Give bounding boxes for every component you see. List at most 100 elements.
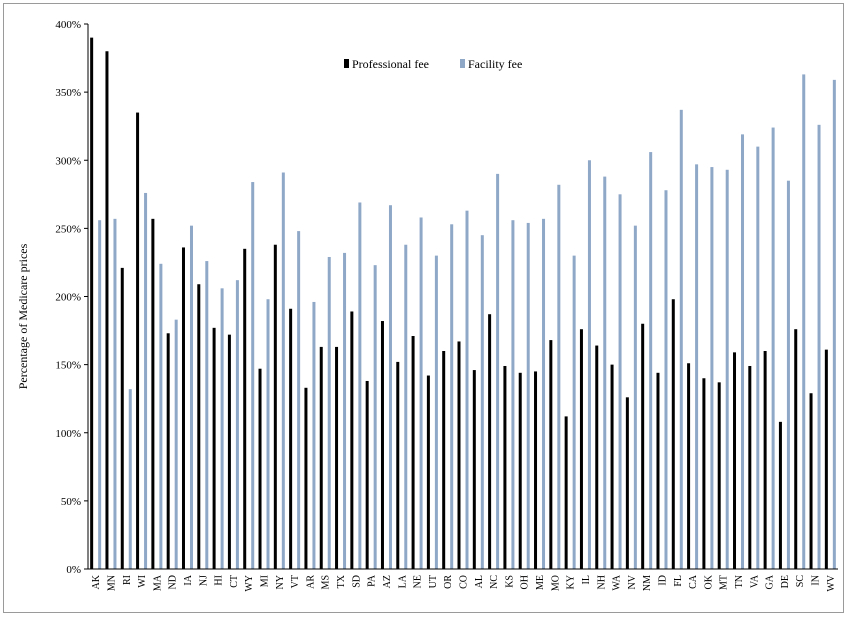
x-tick-label-nh: NH: [596, 575, 607, 589]
bar-professional-fee-nd: [166, 333, 170, 569]
bar-professional-fee-nj: [197, 284, 201, 569]
bar-facility-fee-mi: [266, 299, 270, 569]
x-tick-label-az: AZ: [382, 575, 393, 588]
y-tick-label: 400%: [55, 19, 81, 31]
bar-professional-fee-mo: [549, 340, 553, 569]
bar-professional-fee-ak: [90, 37, 94, 569]
bar-facility-fee-ia: [189, 225, 193, 569]
x-tick-label-me: ME: [535, 575, 546, 590]
bar-facility-fee-ca: [695, 164, 699, 569]
bar-facility-fee-oh: [526, 222, 530, 570]
x-tick-label-co: CO: [459, 575, 470, 589]
x-tick-label-ga: GA: [765, 574, 776, 589]
x-tick-label-ar: AR: [305, 575, 316, 589]
bar-facility-fee-ks: [511, 220, 515, 569]
bar-facility-fee-or: [450, 224, 454, 569]
bars: [90, 37, 836, 570]
bar-professional-fee-ut: [426, 375, 430, 569]
bar-facility-fee-vt: [297, 231, 301, 569]
bar-professional-fee-az: [380, 321, 384, 569]
y-tick-label: 100%: [55, 428, 81, 440]
bar-professional-fee-mn: [105, 51, 109, 569]
bar-facility-fee-nm: [649, 152, 653, 569]
bar-professional-fee-mt: [717, 382, 721, 569]
x-tick-label-nm: NM: [642, 575, 653, 591]
x-tick-label-oh: OH: [520, 575, 531, 589]
x-tick-label-ne: NE: [413, 575, 424, 588]
bar-professional-fee-tn: [733, 352, 737, 569]
x-tick-label-mo: MO: [550, 575, 561, 591]
bar-facility-fee-nh: [603, 176, 607, 569]
bar-facility-fee-wa: [618, 194, 622, 569]
bar-professional-fee-ca: [687, 363, 691, 569]
y-tick-label: 50%: [61, 496, 81, 508]
bar-facility-fee-sd: [358, 202, 362, 570]
bar-professional-fee-ar: [304, 387, 308, 569]
bar-facility-fee-fl: [679, 109, 683, 570]
bar-facility-fee-il: [587, 160, 591, 569]
bar-professional-fee-nv: [625, 397, 629, 569]
bar-facility-fee-ky: [572, 255, 576, 569]
y-tick-label: 300%: [55, 155, 81, 167]
legend-swatch: [344, 59, 349, 68]
x-axis-labels: AK MN RI WI MA ND IA NJ HI CT WY MI NY VT AR MS TX SD PA AZ…: [91, 574, 837, 591]
bar-professional-fee-tx: [335, 346, 339, 569]
bar-facility-fee-mt: [725, 169, 729, 569]
bar-facility-fee-id: [664, 190, 668, 569]
bar-professional-fee-ky: [564, 416, 568, 569]
bar-facility-fee-pa: [373, 265, 377, 569]
bar-professional-fee-wy: [243, 248, 247, 569]
bar-facility-fee-ga: [771, 127, 775, 570]
bar-facility-fee-ut: [434, 255, 438, 569]
y-axis-title: Percentage of Medicare prices: [16, 243, 30, 389]
x-tick-label-ma: MA: [152, 574, 163, 591]
bar-facility-fee-wv: [832, 79, 836, 570]
bar-facility-fee-tn: [741, 134, 745, 570]
bar-facility-fee-ne: [419, 217, 423, 569]
y-tick-label: 350%: [55, 87, 81, 99]
x-tick-label-de: DE: [780, 575, 791, 588]
bar-facility-fee-ok: [710, 167, 714, 569]
bar-professional-fee-fl: [671, 299, 675, 569]
bar-facility-fee-in: [817, 124, 821, 569]
bar-facility-fee-ct: [235, 280, 239, 569]
x-tick-label-nd: ND: [168, 575, 179, 589]
bar-professional-fee-wi: [136, 112, 140, 569]
bar-facility-fee-al: [480, 235, 484, 569]
bar-facility-fee-wi: [144, 192, 148, 569]
x-tick-label-ak: AK: [91, 574, 102, 589]
bar-professional-fee-ms: [319, 346, 323, 569]
bar-professional-fee-ia: [181, 247, 185, 569]
bar-facility-fee-ma: [159, 263, 163, 569]
x-tick-label-mt: MT: [719, 575, 730, 590]
x-tick-label-il: IL: [581, 575, 592, 584]
y-tick-label: 200%: [55, 292, 81, 304]
x-tick-label-sd: SD: [351, 575, 362, 588]
x-tick-label-nv: NV: [627, 574, 638, 589]
x-tick-label-ks: KS: [504, 575, 515, 588]
bar-facility-fee-nv: [633, 225, 637, 569]
bar-facility-fee-tx: [343, 252, 347, 569]
x-tick-label-la: LA: [397, 574, 408, 588]
bar-professional-fee-sd: [350, 311, 354, 569]
x-tick-label-va: VA: [749, 574, 760, 588]
x-tick-label-wv: WV: [826, 574, 837, 591]
x-tick-label-id: ID: [657, 575, 668, 586]
bar-facility-fee-hi: [220, 288, 224, 569]
x-tick-label-wi: WI: [137, 575, 148, 588]
x-tick-label-ri: RI: [122, 575, 133, 585]
bar-professional-fee-ny: [273, 244, 277, 569]
bar-professional-fee-id: [656, 372, 660, 569]
chart-frame: 0% 50% 100% 150% 200% 250% 300% 350% 400% AK MN RI…: [3, 3, 844, 613]
legend-label: Facility fee: [468, 57, 522, 71]
x-tick-label-tx: TX: [336, 574, 347, 588]
bar-facility-fee-ny: [281, 172, 285, 569]
bar-facility-fee-mn: [113, 218, 117, 569]
x-tick-label-wa: WA: [612, 574, 623, 590]
bar-facility-fee-sc: [802, 74, 806, 569]
bar-professional-fee-ok: [702, 378, 706, 569]
bar-facility-fee-ak: [98, 220, 102, 569]
bar-facility-fee-de: [786, 180, 790, 569]
bar-facility-fee-ri: [128, 389, 132, 569]
bar-professional-fee-pa: [365, 380, 369, 569]
